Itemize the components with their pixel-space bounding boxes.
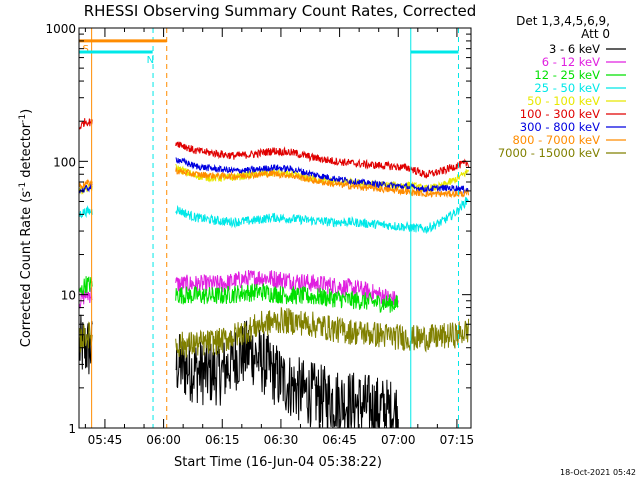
footer-timestamp: 18-Oct-2021 05:42 [560, 468, 636, 477]
series-1-line-0 [79, 286, 93, 309]
series-8-line-0 [79, 321, 93, 353]
legend-label-4: 50 - 100 keV [527, 94, 600, 108]
y-axis-label-part2: detector [19, 122, 34, 182]
series-5-line-1 [175, 141, 470, 179]
x-tick-label-0: 05:45 [88, 433, 123, 447]
series-3-line-0 [79, 205, 93, 219]
legend-label-0: 3 - 6 keV [549, 42, 600, 56]
series-7-line-0 [79, 178, 93, 190]
x-tick-label-1: 06:00 [146, 433, 181, 447]
legend-label-6: 300 - 800 keV [520, 120, 600, 134]
series-8-line-1 [175, 307, 470, 359]
series-5 [79, 118, 470, 179]
legend-label-5: 100 - 300 keV [520, 107, 600, 121]
x-tick-label-3: 06:30 [264, 433, 299, 447]
y-tick-label-0: 1 [68, 422, 76, 436]
plot-markers [91, 28, 459, 428]
x-tick-label-5: 07:00 [381, 433, 416, 447]
legend-label-2: 12 - 25 keV [534, 68, 600, 82]
series-7-line-1 [175, 166, 470, 199]
legend-label-3: 25 - 50 keV [534, 81, 600, 95]
x-tick-label-6: 07:15 [440, 433, 475, 447]
y-tick-label-2: 100 [53, 155, 76, 169]
y-axis-label-part3: ) [19, 109, 34, 114]
plot-traces [79, 118, 470, 429]
y-axis-label: Corrected Count Rate (s-1 detector-1) [18, 109, 34, 347]
series-2-line-1 [175, 282, 399, 313]
series-1-line-1 [175, 269, 399, 307]
y-axis-label-part1: Corrected Count Rate (s [19, 191, 34, 348]
series-2-line-0 [79, 276, 93, 296]
plot-flags: SN [79, 39, 459, 66]
legend-label-8: 7000 - 15000 keV [498, 146, 600, 160]
chart-title: RHESSI Observing Summary Count Rates, Co… [84, 2, 477, 20]
y-axis-label-sup1: -1 [18, 182, 28, 191]
legend-header-line1: Det 1,3,4,5,6,9, [516, 14, 610, 28]
series-1 [79, 269, 399, 309]
series-5-line-0 [79, 118, 93, 130]
legend-label-7: 800 - 7000 keV [512, 133, 600, 147]
x-axis-label: Start Time (16-Jun-04 05:38:22) [174, 455, 382, 470]
y-tick-label-1: 10 [61, 289, 76, 303]
flag-label-0: S [83, 44, 89, 55]
x-tick-label-4: 06:45 [322, 433, 357, 447]
series-3-line-1 [175, 196, 469, 235]
series-8 [79, 307, 470, 359]
x-tick-label-2: 06:15 [205, 433, 240, 447]
legend-label-1: 6 - 12 keV [542, 55, 600, 69]
x-tick-labels: 05:45 06:00 06:15 06:30 06:45 07:00 07:15 [88, 433, 475, 447]
y-tick-label-3: 1000 [45, 22, 76, 36]
series-2 [79, 276, 399, 313]
plot-frame [78, 27, 472, 429]
y-tick-labels: 1 10 100 1000 [45, 22, 76, 436]
flag-label-1: N [147, 55, 154, 66]
series-7 [79, 166, 470, 199]
legend-header-line2: Att 0 [581, 27, 610, 41]
y-axis-label-sup2: -1 [18, 114, 28, 123]
series-3 [79, 196, 469, 235]
axis-ticks [79, 27, 471, 429]
